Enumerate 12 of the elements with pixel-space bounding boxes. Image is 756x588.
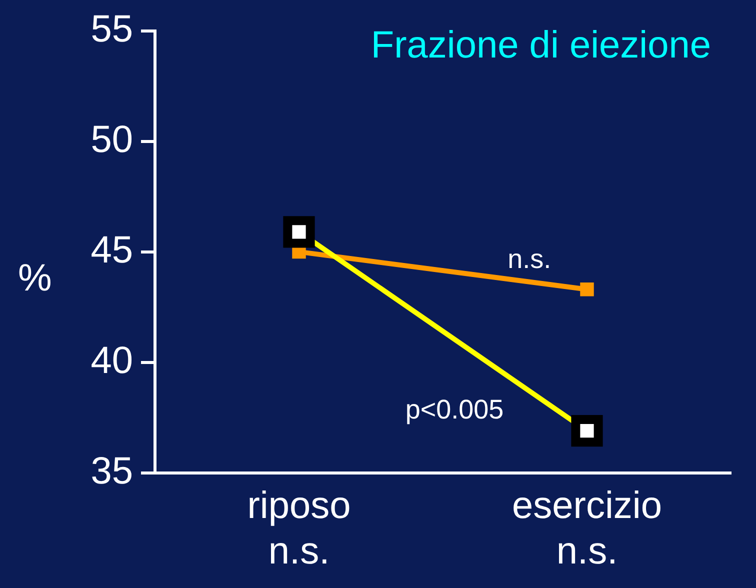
- y-tick-label: 45: [90, 229, 133, 272]
- y-axis-title: %: [18, 257, 52, 300]
- annotation: p<0.005: [405, 394, 504, 424]
- chart-title: Frazione di eiezione: [370, 24, 711, 66]
- y-tick-label: 50: [90, 118, 133, 161]
- x-tick-label: riposo n.s.: [247, 485, 351, 573]
- annotation: n.s.: [508, 244, 552, 274]
- y-tick-label: 55: [90, 8, 133, 50]
- point: [580, 282, 594, 296]
- y-tick-label: 35: [90, 450, 133, 492]
- x-tick-label: esercizio n.s.: [512, 485, 662, 573]
- y-tick-label: 40: [90, 340, 133, 382]
